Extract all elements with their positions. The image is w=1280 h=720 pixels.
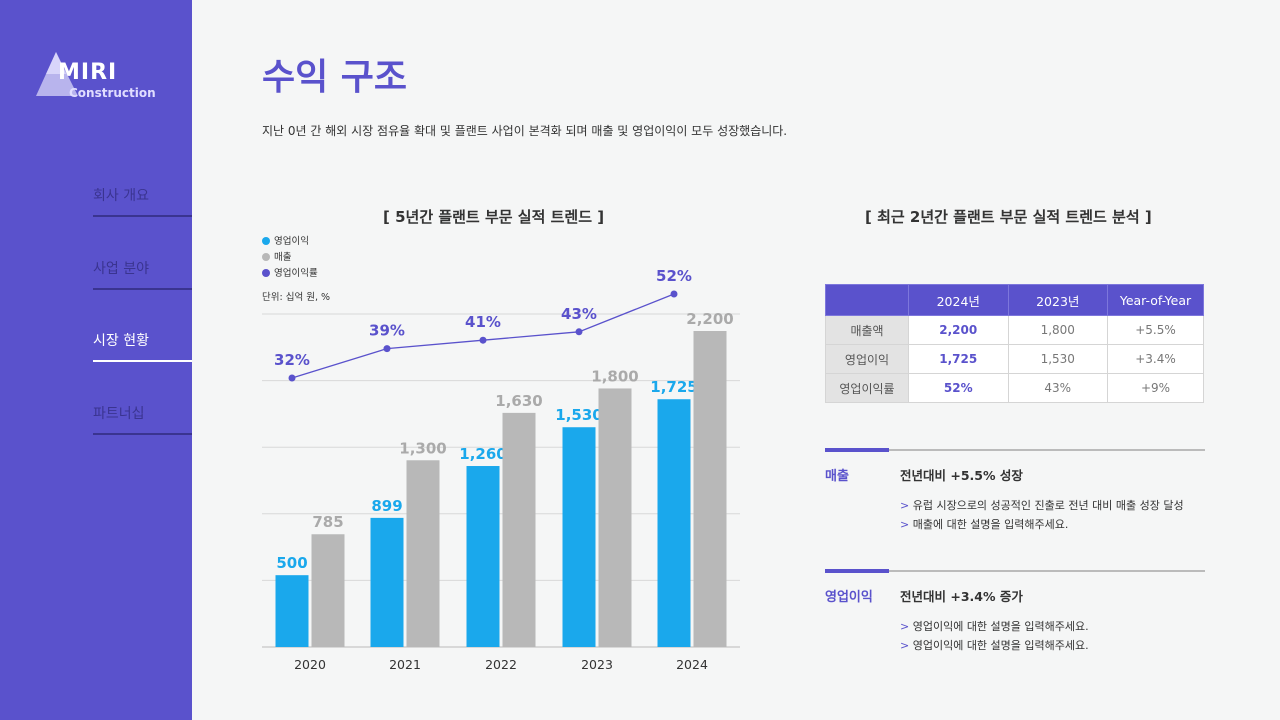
legend-item: 영업이익: [262, 234, 318, 250]
margin-point: [383, 345, 391, 353]
data-label: 1,630: [495, 392, 542, 410]
table-header: [825, 284, 909, 316]
table-header: 2023년: [1007, 284, 1108, 316]
comparison-table: 2024년 2023년 Year-of-Year 매출액 2,200 1,800 +5…: [825, 284, 1204, 403]
section-operating-profit: 영업이익 전년대비 +3.4% 증가 > 영업이익에 대한 설명을 입력해주세요…: [825, 569, 1205, 652]
logo: MIRI Construction: [34, 50, 174, 102]
x-tick-label: 2021: [389, 657, 421, 672]
table-cell: 1,725: [908, 344, 1009, 374]
data-label: 2,200: [686, 310, 733, 328]
bar-revenue: [502, 412, 536, 647]
table-cell: +3.4%: [1107, 344, 1204, 374]
table-cell: 43%: [1007, 373, 1108, 403]
chart-legend: 영업이익 매출 영업이익률: [262, 234, 318, 282]
table-row: 영업이익 1,725 1,530 +3.4%: [825, 344, 1204, 374]
bar-operating-profit: [370, 517, 404, 647]
table-cell: 영업이익: [825, 344, 909, 374]
chart-title: [ 5년간 플랜트 부문 실적 트렌드 ]: [383, 208, 605, 226]
table-cell: 1,530: [1007, 344, 1108, 374]
logo-triangle-icon: [36, 52, 78, 96]
margin-label: 52%: [656, 267, 692, 285]
data-label: 1,800: [591, 367, 638, 385]
bar-revenue: [598, 388, 632, 647]
margin-label: 43%: [561, 305, 597, 323]
data-label: 500: [276, 554, 307, 572]
table-row: 영업이익률 52% 43% +9%: [825, 373, 1204, 403]
logo-name: MIRI: [58, 60, 118, 85]
table-cell: 1,800: [1007, 315, 1108, 345]
table-header: Year-of-Year: [1107, 284, 1204, 316]
table-row: 매출액 2,200 1,800 +5.5%: [825, 315, 1204, 345]
page-title: 수익 구조: [262, 57, 408, 98]
bar-revenue: [406, 460, 440, 647]
legend-item: 매출: [262, 250, 318, 266]
bar-revenue: [693, 331, 727, 647]
table-cell: +9%: [1107, 373, 1204, 403]
data-label: 1,725: [650, 378, 697, 396]
sidebar: MIRI Construction 회사 개요 사업 분야 시장 현황 파트너십: [0, 0, 192, 720]
bar-operating-profit: [562, 427, 596, 647]
x-tick-label: 2024: [676, 657, 708, 672]
table-cell: 매출액: [825, 315, 909, 345]
margin-label: 32%: [274, 351, 310, 369]
bar-operating-profit: [466, 466, 500, 647]
x-tick-label: 2023: [581, 657, 613, 672]
nav-item-company[interactable]: 회사 개요: [93, 185, 192, 217]
data-label: 1,260: [459, 445, 506, 463]
bar-operating-profit: [275, 575, 309, 647]
page-subtitle: 지난 0년 간 해외 시장 점유율 확대 및 플랜트 사업이 본격화 되며 매출…: [262, 124, 788, 138]
table-cell: 영업이익률: [825, 373, 909, 403]
margin-label: 39%: [369, 322, 405, 340]
nav-item-partnership[interactable]: 파트너십: [93, 403, 192, 435]
margin-point: [288, 374, 296, 382]
margin-point: [479, 336, 487, 344]
legend-item: 영업이익률: [262, 266, 318, 282]
table-cell: +5.5%: [1107, 315, 1204, 345]
bar-operating-profit: [657, 399, 691, 647]
table-header: 2024년: [908, 284, 1009, 316]
margin-line: [291, 293, 675, 379]
x-tick-label: 2022: [485, 657, 517, 672]
margin-point: [670, 290, 678, 298]
data-label: 899: [371, 497, 402, 515]
margin-label: 41%: [465, 313, 501, 331]
data-label: 785: [312, 513, 343, 531]
chart-unit: 단위: 십억 원, %: [262, 292, 331, 303]
table-title: [ 최근 2년간 플랜트 부문 실적 트렌드 분석 ]: [865, 208, 1152, 226]
chart: 500 785 2020 899 1,300 2021 1,260 1,630 2022 1,53…: [262, 267, 740, 672]
data-label: 1,300: [399, 439, 446, 457]
table-cell: 52%: [908, 373, 1009, 403]
margin-point: [575, 328, 583, 336]
section-revenue: 매출 전년대비 +5.5% 성장 > 유럽 시장으로의 성공적인 진출로 전년 …: [825, 448, 1205, 531]
logo-sub: Construction: [69, 86, 156, 100]
bar-revenue: [311, 534, 345, 647]
nav-item-business[interactable]: 사업 분야: [93, 258, 192, 290]
table-cell: 2,200: [908, 315, 1009, 345]
x-tick-label: 2020: [294, 657, 326, 672]
nav-item-market[interactable]: 시장 현황: [93, 330, 192, 362]
data-label: 1,530: [555, 406, 602, 424]
